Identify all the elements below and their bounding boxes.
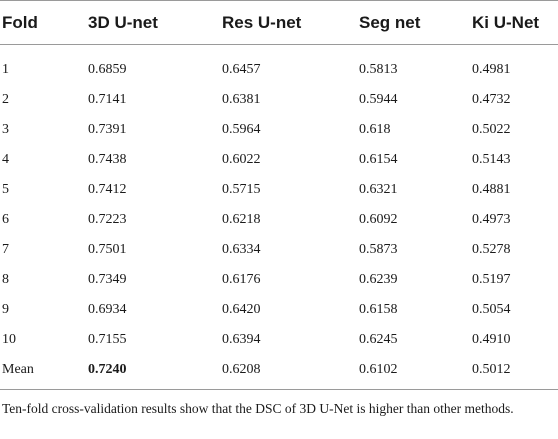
table-row: 4 0.7438 0.6022 0.6154 0.5143 <box>0 145 558 175</box>
fold-cell: 7 <box>2 242 9 257</box>
res-unet-cell: 0.6176 <box>222 272 261 287</box>
fold-cell: 5 <box>2 182 9 197</box>
seg-net-cell: 0.5813 <box>359 62 398 77</box>
3d-unet-cell: 0.7501 <box>88 242 127 257</box>
3d-unet-cell: 0.6934 <box>88 302 127 317</box>
res-unet-cell: 0.6022 <box>222 152 261 167</box>
fold-cell: 4 <box>2 152 9 167</box>
fold-header: Fold <box>0 0 86 45</box>
table-row: 8 0.7349 0.6176 0.6239 0.5197 <box>0 265 558 295</box>
table-row: 5 0.7412 0.5715 0.6321 0.4881 <box>0 175 558 205</box>
res-unet-cell: 0.6394 <box>222 332 261 347</box>
table-row: 2 0.7141 0.6381 0.5944 0.4732 <box>0 85 558 115</box>
res-unet-cell: 0.6457 <box>222 62 261 77</box>
fold-cell: 9 <box>2 302 9 317</box>
seg-net-cell: 0.6158 <box>359 302 398 317</box>
3d-unet-cell: 0.7223 <box>88 212 127 227</box>
seg-net-cell: 0.6092 <box>359 212 398 227</box>
res-unet-cell: 0.6218 <box>222 212 261 227</box>
table-row: 7 0.7501 0.6334 0.5873 0.5278 <box>0 235 558 265</box>
table-footnote: Ten-fold cross-validation results show t… <box>2 401 514 416</box>
seg-net-cell: 0.618 <box>359 122 391 137</box>
table-header: Fold 3D U-net Res U-net Seg net Ki U-Net <box>0 0 558 45</box>
seg-net-cell: 0.6321 <box>359 182 398 197</box>
ki-unet-cell: 0.4973 <box>472 212 511 227</box>
ki-unet-cell: 0.5197 <box>472 272 511 287</box>
header-row: Fold 3D U-net Res U-net Seg net Ki U-Net <box>0 0 558 45</box>
ki-unet-cell: 0.4881 <box>472 182 511 197</box>
seg-net-header: Seg net <box>357 0 470 45</box>
seg-net-cell: 0.5944 <box>359 92 398 107</box>
3d-unet-cell: 0.7155 <box>88 332 127 347</box>
res-unet-cell: 0.5715 <box>222 182 261 197</box>
fold-cell: 2 <box>2 92 9 107</box>
res-unet-cell: 0.6208 <box>220 355 357 390</box>
ki-unet-header: Ki U-Net <box>470 0 558 45</box>
fold-cell: Mean <box>0 355 86 390</box>
table-row: 1 0.6859 0.6457 0.5813 0.4981 <box>0 45 558 86</box>
seg-net-cell: 0.5873 <box>359 242 398 257</box>
3d-unet-cell: 0.7240 <box>86 355 220 390</box>
ki-unet-cell: 0.5054 <box>472 302 511 317</box>
3d-unet-cell: 0.7141 <box>88 92 127 107</box>
ki-unet-cell: 0.4981 <box>472 62 511 77</box>
table-row: 3 0.7391 0.5964 0.618 0.5022 <box>0 115 558 145</box>
ki-unet-cell: 0.4732 <box>472 92 511 107</box>
res-unet-cell: 0.6381 <box>222 92 261 107</box>
fold-cell: 6 <box>2 212 9 227</box>
fold-cell: 10 <box>2 332 16 347</box>
seg-net-cell: 0.6102 <box>357 355 470 390</box>
dsc-results-table: Fold 3D U-net Res U-net Seg net Ki U-Net 1 0.… <box>0 0 558 390</box>
3d-unet-cell: 0.6859 <box>88 62 127 77</box>
3d-unet-cell: 0.7391 <box>88 122 127 137</box>
results-table-container: Fold 3D U-net Res U-net Seg net Ki U-Net 1 0.… <box>0 0 558 390</box>
fold-cell: 8 <box>2 272 9 287</box>
ki-unet-cell: 0.5022 <box>472 122 511 137</box>
fold-cell: 1 <box>2 62 9 77</box>
fold-cell: 3 <box>2 122 9 137</box>
ki-unet-cell: 0.5278 <box>472 242 511 257</box>
seg-net-cell: 0.6239 <box>359 272 398 287</box>
3d-unet-cell: 0.7412 <box>88 182 127 197</box>
res-unet-cell: 0.5964 <box>222 122 261 137</box>
3d-unet-header: 3D U-net <box>86 0 220 45</box>
table-row: 6 0.7223 0.6218 0.6092 0.4973 <box>0 205 558 235</box>
3d-unet-cell: 0.7438 <box>88 152 127 167</box>
seg-net-cell: 0.6154 <box>359 152 398 167</box>
mean-row: Mean 0.7240 0.6208 0.6102 0.5012 <box>0 355 558 390</box>
res-unet-header: Res U-net <box>220 0 357 45</box>
3d-unet-cell: 0.7349 <box>88 272 127 287</box>
table-body: 1 0.6859 0.6457 0.5813 0.4981 2 0.7141 0.6381 0.… <box>0 45 558 390</box>
res-unet-cell: 0.6420 <box>222 302 261 317</box>
table-row: 9 0.6934 0.6420 0.6158 0.5054 <box>0 295 558 325</box>
res-unet-cell: 0.6334 <box>222 242 261 257</box>
ki-unet-cell: 0.5012 <box>470 355 558 390</box>
seg-net-cell: 0.6245 <box>359 332 398 347</box>
ki-unet-cell: 0.5143 <box>472 152 511 167</box>
table-row: 10 0.7155 0.6394 0.6245 0.4910 <box>0 325 558 355</box>
ki-unet-cell: 0.4910 <box>472 332 511 347</box>
